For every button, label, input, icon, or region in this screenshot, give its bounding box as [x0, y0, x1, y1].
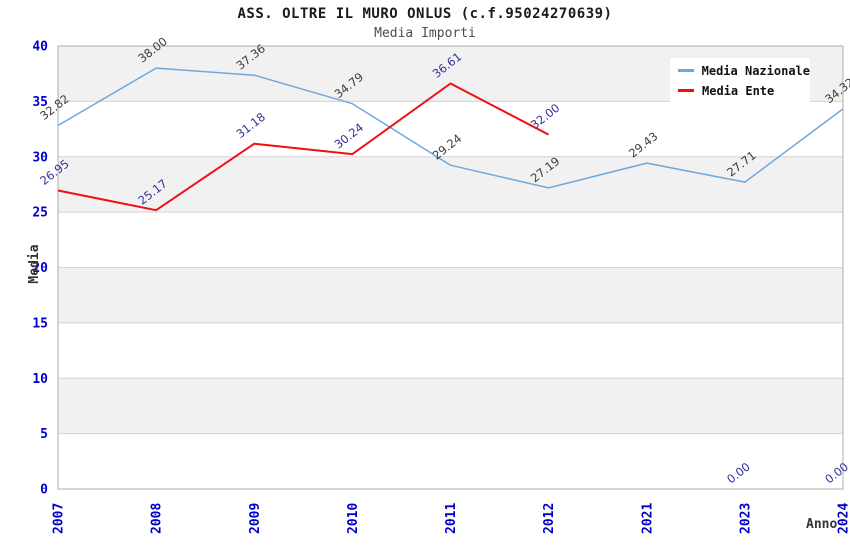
plot-band — [58, 156, 843, 213]
x-tick-label: 2023 — [738, 503, 753, 534]
legend-swatch-red-line-icon — [678, 89, 694, 92]
legend-swatch-blue-line-icon — [678, 69, 694, 72]
chart-subtitle: Media Importi — [374, 26, 476, 41]
y-tick-label: 30 — [32, 150, 48, 165]
x-tick-label: 2010 — [346, 503, 361, 534]
series-line-media-ente — [57, 82, 550, 212]
x-tick-label: 2012 — [542, 503, 557, 534]
chart-title: ASS. OLTRE IL MURO ONLUS (c.f.9502427063… — [237, 6, 613, 22]
x-tick-label: 2011 — [444, 503, 459, 534]
value-label: 0.00 — [822, 460, 850, 487]
x-tick-label: 2009 — [248, 503, 263, 534]
x-tick-label: 2024 — [837, 503, 850, 534]
y-tick-label: 10 — [32, 372, 48, 387]
value-label: 0.00 — [724, 460, 753, 487]
legend-label-media-ente: Media Ente — [702, 83, 775, 98]
y-tick-label: 20 — [32, 261, 48, 276]
plot-border — [57, 45, 844, 490]
value-label: 32.00 — [528, 101, 563, 132]
x-tick-label: 2021 — [640, 503, 655, 534]
x-tick-label: 2007 — [52, 503, 67, 534]
plot-band — [58, 378, 843, 434]
legend-item-media-nazionale: Media Nazionale — [670, 64, 810, 78]
y-axis-title: Media — [27, 244, 42, 284]
y-tick-label: 40 — [32, 40, 48, 55]
plot-band — [58, 267, 843, 323]
legend-item-media-ente: Media Ente — [670, 84, 810, 98]
legend: Media Nazionale Media Ente — [670, 58, 810, 103]
value-label: 31.18 — [233, 110, 268, 141]
x-tick-label: 2008 — [150, 503, 165, 534]
y-tick-label: 5 — [40, 427, 48, 442]
x-axis-title: Anno — [806, 517, 838, 532]
y-tick-label: 0 — [40, 483, 48, 498]
y-tick-label: 15 — [32, 316, 48, 331]
y-tick-label: 35 — [32, 95, 48, 110]
series-line-media-nazionale — [57, 67, 844, 189]
legend-label-media-nazionale: Media Nazionale — [701, 63, 810, 78]
value-label: 29.43 — [626, 129, 661, 160]
y-tick-label: 25 — [32, 206, 48, 221]
